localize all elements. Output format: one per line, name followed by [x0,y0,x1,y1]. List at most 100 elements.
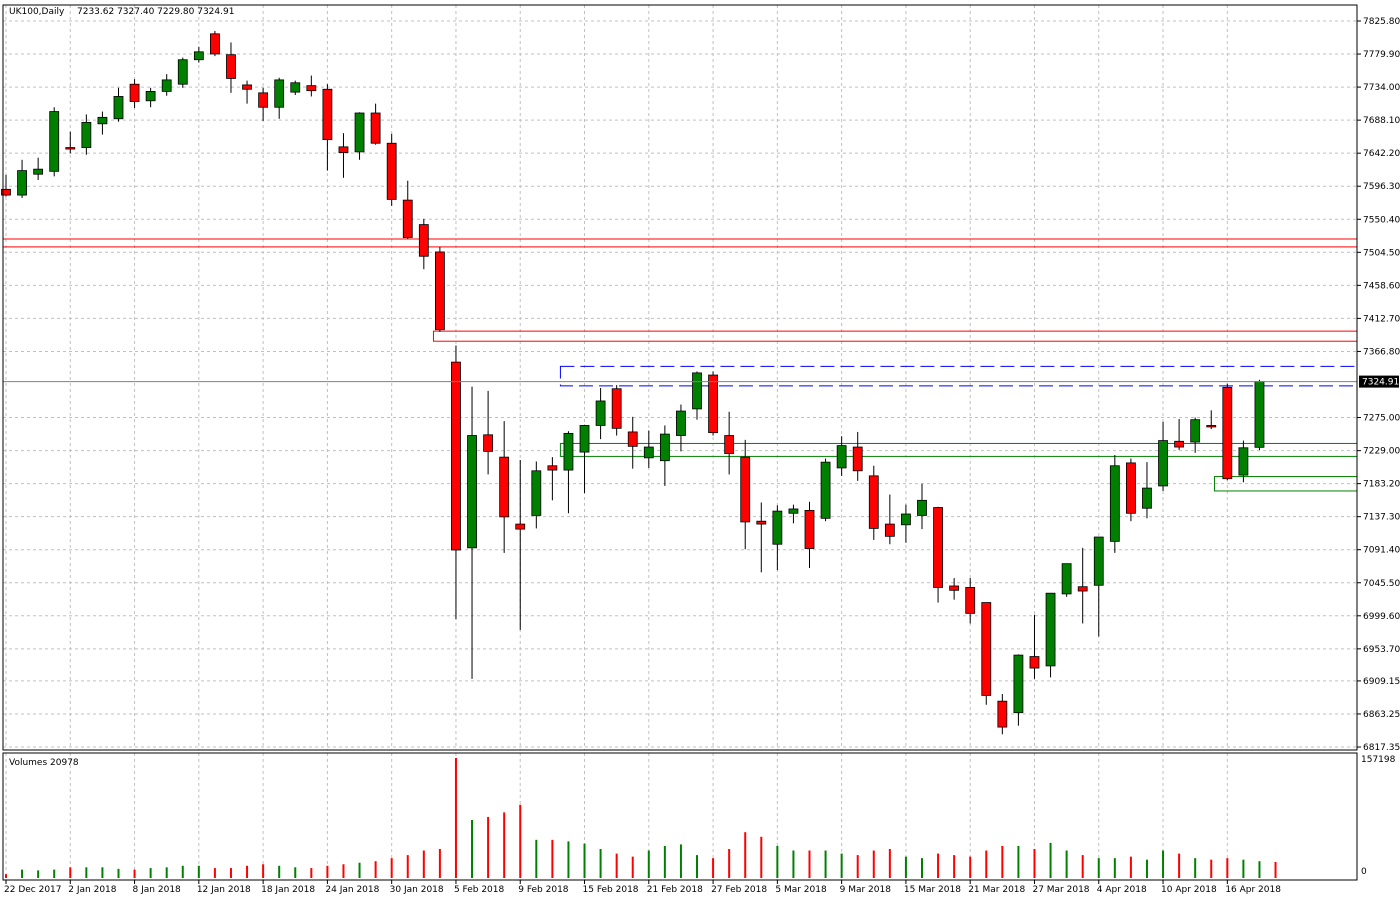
candle [949,578,960,600]
candle-body [933,507,943,588]
candle-body [563,432,574,471]
candle [627,416,638,469]
candle-body [354,112,365,153]
x-tick-label: 10 Apr 2018 [1161,885,1217,895]
candle-body [1254,381,1265,448]
candle [901,504,911,543]
candle [563,431,574,514]
candle-body [290,82,301,93]
candle [467,386,477,679]
candle-body [611,388,622,429]
x-tick-label: 8 Jan 2018 [133,885,181,895]
candle [1190,417,1201,453]
candle-body [467,435,477,549]
volume-series [5,758,1277,878]
x-tick-label: 24 Jan 2018 [325,885,379,895]
candle [306,75,317,97]
candle-body [1158,440,1168,487]
candle-body [708,374,718,434]
resistance-zone [2,238,1358,248]
candle [804,501,815,568]
volume-axis: 157198 0 [1361,755,1396,877]
header-ohlc: 7233.62 7327.40 7229.80 7324.91 [77,7,234,17]
candle [1254,379,1265,451]
candle-body [547,465,558,471]
y-tick-label: 7825.80 [1363,17,1400,27]
x-tick-label: 27 Feb 2018 [711,885,767,895]
candle-body [1222,386,1233,480]
candle [386,133,397,206]
candle [884,494,895,545]
volume-header: Volumes 20978 [9,758,79,768]
y-tick-label: 6863.25 [1363,710,1400,720]
candle [740,439,751,550]
candle [708,371,718,436]
candle-body [17,170,27,196]
candle-body [1045,592,1056,667]
y-tick-label: 7504.50 [1363,248,1400,258]
candle [852,431,863,481]
candle-body [1013,654,1024,714]
candle [290,80,301,96]
candle-body [997,700,1008,728]
candle [515,460,526,630]
volume-tick-label: 157198 [1361,755,1396,765]
candle-body [901,513,911,526]
y-tick-label: 7183.20 [1363,480,1400,490]
candle [1222,383,1233,481]
candle [611,385,622,436]
candle-body [258,92,269,108]
candle [242,80,252,104]
candle [579,424,590,494]
candle [1206,410,1217,430]
candle-body [499,456,510,518]
candle [402,180,413,239]
candle-body [740,456,751,523]
candle-body [1206,425,1217,428]
candle-body [531,470,542,516]
y-tick-label: 7550.40 [1363,215,1400,225]
candle-body [161,79,172,92]
volume-tick-label: 0 [1361,867,1367,877]
candle [659,425,670,486]
candle-body [1238,447,1249,476]
y-tick-label: 7412.70 [1363,314,1400,324]
candle [531,461,542,529]
candle-body [724,435,735,454]
candle [1029,614,1040,679]
candle [820,458,831,522]
x-tick-label: 16 Apr 2018 [1225,885,1281,895]
candle-body [210,33,220,55]
candle-body [836,445,847,469]
candle-body [386,142,397,200]
candle [113,87,124,122]
candle-body [868,475,879,529]
x-tick-label: 21 Feb 2018 [647,885,703,895]
x-tick-label: 5 Feb 2018 [454,885,505,895]
candle [499,421,510,553]
candle-body [1093,536,1104,586]
candle [788,504,799,524]
candle-body [627,431,638,447]
price-zones [2,238,1358,492]
y-tick-label: 6909.15 [1363,677,1400,687]
x-tick-label: 15 Mar 2018 [904,885,961,895]
candle [1238,440,1249,483]
candle [81,114,92,155]
candle-body [1109,465,1120,542]
candle [997,693,1008,735]
y-tick-label: 7458.60 [1363,281,1400,291]
candle [965,578,976,624]
candle [483,390,494,475]
candle [33,157,44,180]
candle [917,483,927,530]
y-tick-label: 7779.90 [1363,50,1400,60]
candle-body [451,361,461,551]
candle [274,77,285,119]
candle-body [129,83,140,102]
candle-body [434,251,445,331]
candle-body [483,434,494,452]
candle-body [322,88,333,141]
support-zone [559,442,1358,457]
resistance-zone [432,330,1358,342]
